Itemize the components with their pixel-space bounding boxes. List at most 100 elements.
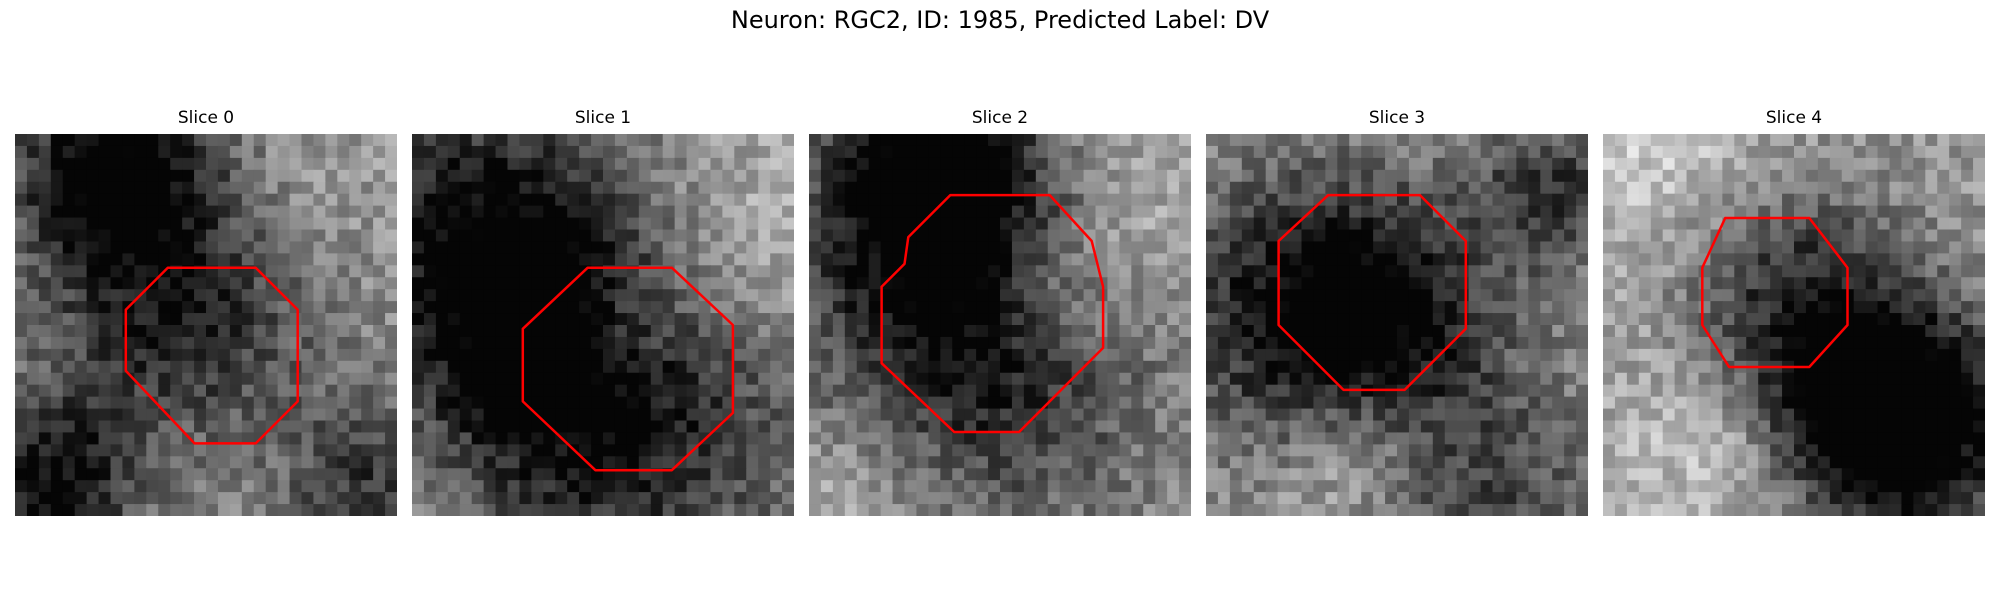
pixel [1265,289,1279,302]
pixel [1444,193,1458,207]
pixel [373,492,386,505]
pixel [662,396,676,410]
pixel [1949,229,1962,243]
pixel [976,253,989,266]
pixel [710,396,723,410]
pixel [170,372,183,386]
pixel [447,241,461,254]
pixel [1047,444,1061,457]
pixel [1686,265,1700,278]
pixel [964,301,977,314]
pixel [820,157,834,171]
pixel [1626,336,1640,350]
pixel [1480,336,1494,350]
pixel [686,384,700,398]
pixel [686,336,700,350]
pixel [471,504,485,516]
pixel [543,468,556,481]
pixel [1206,205,1219,219]
pixel [1468,169,1482,183]
pixel [1337,241,1350,254]
pixel [734,456,747,469]
slice-title: Slice 2 [971,108,1029,128]
pixel [1758,313,1771,326]
pixel [856,313,870,326]
pixel [1468,408,1482,422]
pixel [1059,157,1073,171]
pixel [507,193,521,207]
pixel [638,504,652,516]
pixel [1349,193,1362,207]
pixel [1722,265,1735,278]
pixel [62,229,76,243]
pixel [856,325,870,338]
pixel [337,217,350,231]
pixel [253,348,267,362]
pixel [916,492,929,505]
pixel [459,301,473,314]
pixel [1949,289,1962,302]
pixel [1877,193,1891,207]
pixel [1877,313,1891,326]
pixel [182,468,195,481]
pixel [1131,241,1144,254]
pixel [1901,289,1914,302]
pixel [98,468,112,481]
pixel [1011,289,1025,302]
pixel [1710,360,1723,374]
pixel [483,229,497,243]
pixel [146,456,159,469]
pixel [1889,134,1903,147]
pixel [1131,169,1144,183]
pixel [1131,265,1144,278]
pixel [952,193,965,207]
pixel [1901,229,1914,243]
pixel [1638,444,1652,457]
pixel [758,313,771,326]
pixel [1552,313,1565,326]
pixel [1301,504,1315,516]
pixel [122,169,135,183]
pixel [373,348,386,362]
pixel [373,253,386,266]
pixel [1059,408,1073,422]
pixel [170,420,183,434]
pixel [1432,432,1446,445]
pixel [385,205,397,219]
pixel [1937,205,1950,219]
pixel [531,504,544,516]
pixel [686,420,700,434]
pixel [182,289,195,302]
pixel [1241,313,1255,326]
pixel [1710,325,1723,338]
pixel [916,432,929,445]
pixel [1313,504,1326,516]
pixel [1011,241,1025,254]
pixel [158,289,171,302]
pixel [662,289,676,302]
pixel [182,348,195,362]
pixel [638,301,652,314]
pixel [423,205,437,219]
pixel [62,348,76,362]
pixel [868,157,882,171]
pixel [1420,384,1434,398]
pixel [74,253,88,266]
pixel [1241,241,1255,254]
pixel [349,193,362,207]
pixel [1456,336,1470,350]
pixel [603,456,616,469]
pixel [626,396,640,410]
pixel [337,384,350,398]
pixel [495,336,509,350]
pixel [1071,313,1085,326]
pixel [1662,134,1676,147]
pixel [1564,360,1577,374]
pixel [1853,265,1867,278]
pixel [591,157,604,171]
pixel [1456,229,1470,243]
pixel [313,289,326,302]
pixel [1241,444,1255,457]
pixel [603,205,616,219]
pixel [1961,432,1974,445]
